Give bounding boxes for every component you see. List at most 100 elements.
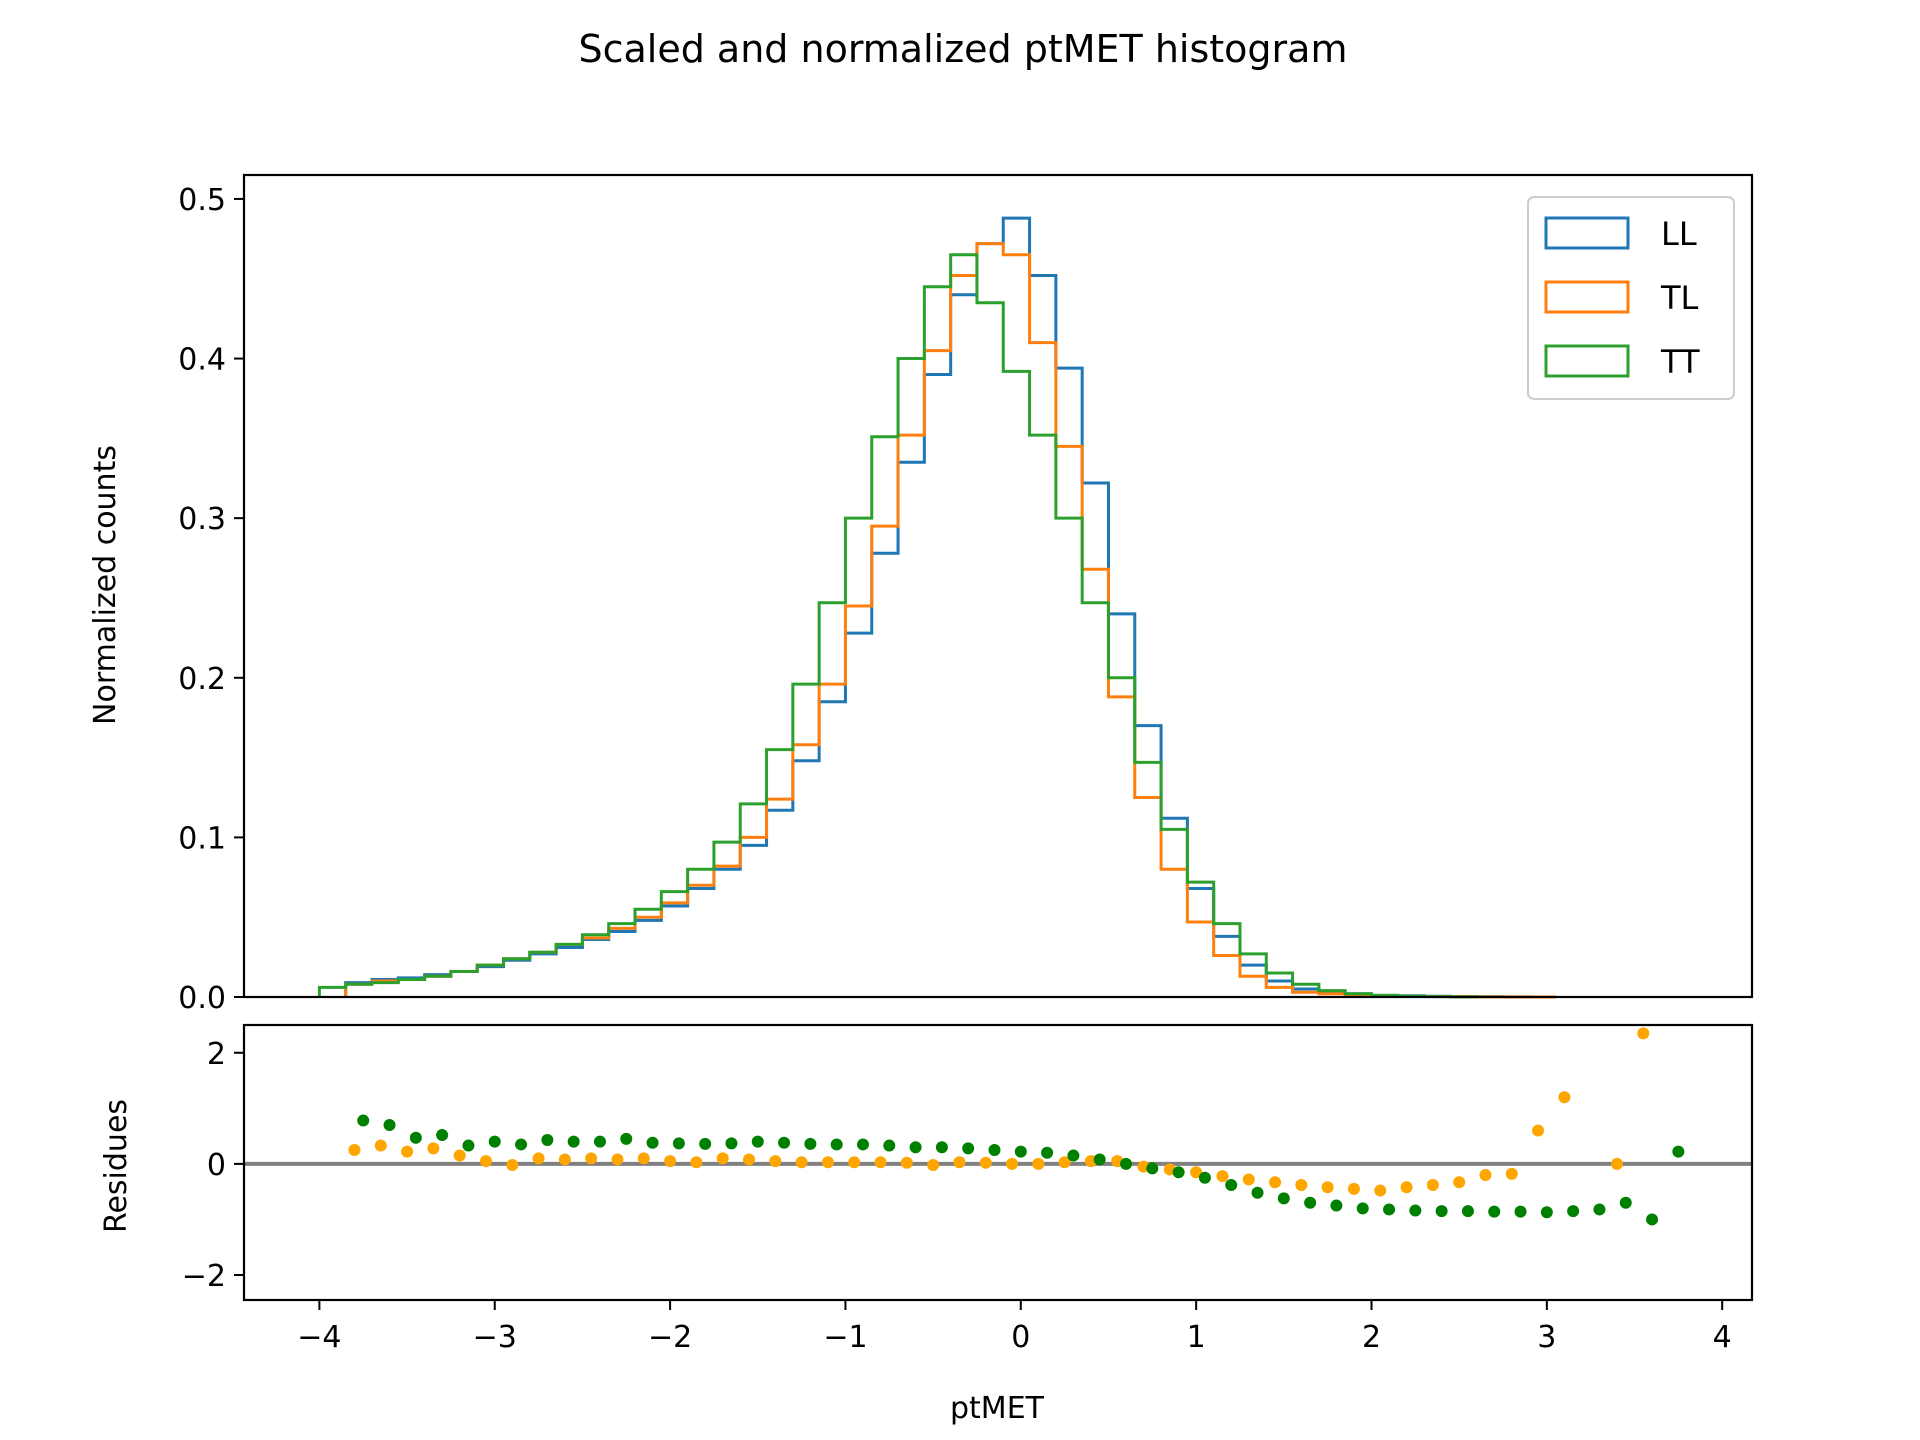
- residue-point: [558, 1153, 571, 1166]
- legend-swatch-ll: [1544, 216, 1630, 250]
- y-tick-label: 0.1: [178, 821, 226, 856]
- residue-point: [962, 1142, 975, 1155]
- residue-point: [1198, 1171, 1211, 1184]
- legend-frame: [1527, 196, 1735, 400]
- residue-point: [1610, 1157, 1623, 1170]
- y-tick-label: 2: [207, 1037, 226, 1072]
- residue-point: [401, 1145, 414, 1158]
- residue-point: [804, 1137, 817, 1150]
- x-tick-label: 4: [1713, 1320, 1732, 1355]
- y-tick-label: 0.4: [178, 343, 226, 378]
- residue-point: [488, 1135, 501, 1148]
- residue-point: [453, 1149, 466, 1162]
- legend: LL TL TT: [1527, 196, 1735, 400]
- y-tick-label: 0.3: [178, 502, 226, 537]
- residue-point: [1347, 1182, 1360, 1195]
- residue-point: [1242, 1173, 1255, 1186]
- residue-point: [1532, 1124, 1545, 1137]
- residue-point: [1646, 1213, 1659, 1226]
- residue-point: [1619, 1196, 1632, 1209]
- histogram-y-axis-label: Normalized counts: [88, 445, 123, 725]
- residue-point: [743, 1153, 755, 1166]
- legend-label-tt: TT: [1660, 343, 1700, 381]
- residue-point: [778, 1136, 791, 1149]
- residue-point: [1032, 1157, 1045, 1170]
- histogram-y-ticks: 0.0 0.1 0.2 0.3 0.4 0.5: [178, 183, 244, 1016]
- residue-point: [1277, 1192, 1290, 1205]
- residue-point: [664, 1155, 677, 1168]
- residue-point: [1006, 1157, 1019, 1170]
- residue-point: [821, 1156, 834, 1169]
- residue-point: [427, 1142, 440, 1155]
- histogram-series-tt: [317, 253, 1479, 999]
- residue-point: [637, 1152, 650, 1165]
- x-tick-label: −3: [473, 1320, 517, 1355]
- residue-point: [1505, 1167, 1518, 1180]
- residue-point: [848, 1156, 861, 1169]
- legend-swatch-tt: [1544, 344, 1630, 378]
- residue-point: [374, 1139, 387, 1152]
- residue-point: [1146, 1162, 1159, 1175]
- residue-point: [1672, 1145, 1685, 1158]
- residue-point: [620, 1132, 633, 1145]
- residue-point: [383, 1119, 396, 1131]
- x-tick-label: 0: [1011, 1320, 1030, 1355]
- residue-point: [1216, 1170, 1229, 1183]
- residue-point: [1093, 1153, 1106, 1166]
- residue-point: [769, 1155, 782, 1168]
- residue-point: [1190, 1166, 1203, 1179]
- residues-plot-area: [242, 1023, 1754, 1302]
- residue-point: [1435, 1205, 1448, 1218]
- residue-point: [830, 1138, 843, 1151]
- residue-point: [1374, 1184, 1387, 1197]
- residue-point: [348, 1144, 361, 1156]
- residue-point: [874, 1156, 887, 1169]
- residue-point: [532, 1152, 545, 1165]
- x-axis-label: ptMET: [950, 1391, 1045, 1426]
- residue-point: [900, 1156, 913, 1169]
- residue-point: [1540, 1206, 1553, 1219]
- residue-point: [795, 1156, 808, 1169]
- y-tick-label: 0.2: [178, 662, 226, 697]
- histogram-panel: 0.0 0.1 0.2 0.3 0.4 0.5 Normalized counts LL T…: [88, 173, 1754, 1016]
- residue-point: [953, 1156, 966, 1169]
- residue-point: [1637, 1027, 1650, 1040]
- residue-point: [436, 1129, 449, 1141]
- x-tick-label: −1: [823, 1320, 867, 1355]
- chart-title: Scaled and normalized ptMET histogram: [579, 27, 1348, 71]
- residue-point: [1400, 1181, 1413, 1194]
- residue-point: [611, 1153, 624, 1166]
- legend-label-tl: TL: [1660, 279, 1699, 317]
- residue-point: [1453, 1176, 1466, 1189]
- residue-point: [751, 1135, 764, 1148]
- residue-point: [1225, 1179, 1238, 1191]
- y-tick-label: 0.0: [178, 981, 226, 1016]
- y-tick-label: 0.5: [178, 183, 226, 218]
- residue-point: [1356, 1202, 1369, 1215]
- residue-point: [1251, 1186, 1264, 1199]
- residue-point: [515, 1138, 528, 1151]
- residue-point: [409, 1131, 422, 1144]
- residue-point: [927, 1159, 940, 1171]
- residues-frame: [242, 1023, 1754, 1302]
- residue-point: [1304, 1196, 1317, 1209]
- residue-point: [585, 1152, 598, 1165]
- residue-point: [357, 1114, 370, 1127]
- residue-point: [1067, 1149, 1080, 1162]
- residue-point: [1383, 1203, 1396, 1216]
- residue-point: [567, 1135, 580, 1148]
- residue-point: [1295, 1179, 1308, 1191]
- legend-swatch-tl: [1544, 280, 1630, 314]
- residue-point: [479, 1155, 492, 1168]
- residue-point: [1058, 1156, 1071, 1169]
- residue-point: [716, 1152, 729, 1165]
- residue-point: [506, 1159, 519, 1171]
- residue-point: [1479, 1169, 1492, 1181]
- histogram-plot-area: [242, 173, 1754, 999]
- y-tick-label: 0: [207, 1148, 226, 1183]
- residue-point: [462, 1139, 475, 1152]
- residue-point: [988, 1144, 1001, 1156]
- residue-point: [1172, 1166, 1185, 1179]
- x-tick-label: −2: [648, 1320, 692, 1355]
